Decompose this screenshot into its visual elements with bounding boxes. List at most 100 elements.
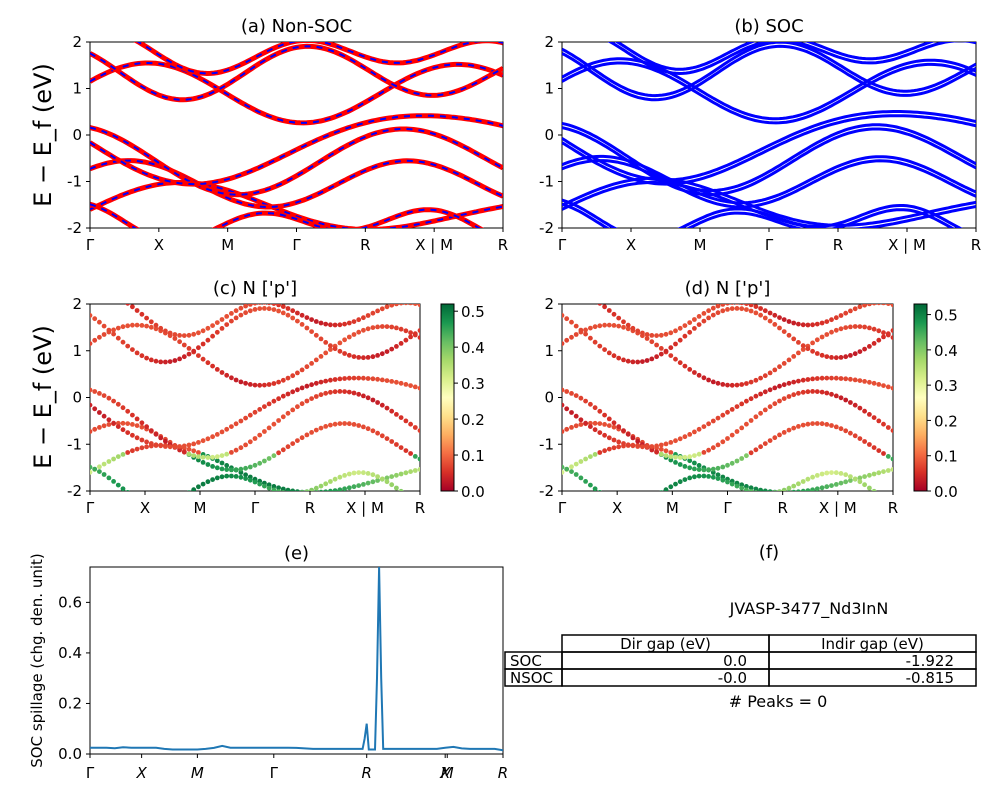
projection-point bbox=[791, 392, 797, 398]
projection-point bbox=[720, 308, 726, 314]
projection-point bbox=[262, 382, 267, 388]
y-tick-label: 0 bbox=[544, 389, 554, 407]
colorbar-tick-label: 0.0 bbox=[461, 483, 485, 501]
projection-point bbox=[668, 450, 674, 455]
projection-point bbox=[125, 304, 130, 306]
projection-point bbox=[328, 488, 333, 491]
projection-point bbox=[365, 480, 371, 486]
projection-point bbox=[796, 321, 801, 327]
projection-point bbox=[658, 451, 664, 457]
projection-point bbox=[172, 332, 178, 337]
projection-point bbox=[833, 393, 839, 399]
projection-point bbox=[791, 483, 797, 489]
projection-point bbox=[824, 422, 830, 427]
band-line-dashed bbox=[90, 203, 481, 228]
x-tick-label: X bbox=[154, 236, 164, 254]
projection-point bbox=[210, 464, 216, 469]
projection-point bbox=[243, 476, 249, 481]
projection-point bbox=[777, 315, 782, 320]
projection-point bbox=[210, 333, 216, 339]
projection-point bbox=[238, 305, 244, 311]
projection-point bbox=[739, 425, 745, 431]
colorbar-tick-label: 0.5 bbox=[461, 303, 485, 321]
band-line bbox=[562, 202, 955, 228]
projection-point bbox=[720, 304, 726, 307]
projection-point bbox=[673, 481, 678, 487]
projection-point bbox=[214, 458, 220, 464]
projection-point bbox=[857, 475, 863, 481]
projection-point bbox=[573, 323, 579, 329]
projection-point bbox=[398, 341, 404, 346]
projection-point bbox=[148, 324, 154, 330]
projection-point bbox=[115, 424, 121, 429]
projection-point bbox=[379, 433, 385, 439]
projection-point bbox=[299, 385, 305, 391]
projection-point bbox=[365, 355, 371, 360]
projection-point bbox=[658, 346, 664, 351]
projection-point bbox=[97, 469, 102, 474]
projection-point bbox=[810, 322, 815, 328]
projection-point bbox=[701, 311, 707, 316]
projection-point bbox=[252, 409, 258, 415]
projection-point bbox=[370, 354, 376, 360]
projection-point bbox=[342, 389, 347, 394]
table-header: Indir gap (eV) bbox=[821, 635, 924, 653]
projection-point bbox=[767, 404, 773, 410]
projection-point bbox=[687, 465, 693, 471]
projection-point bbox=[356, 329, 362, 335]
projection-point bbox=[848, 400, 853, 405]
projection-point bbox=[403, 328, 409, 334]
projection-point bbox=[611, 323, 617, 328]
projection-point bbox=[578, 459, 584, 464]
projection-point bbox=[280, 447, 286, 453]
projection-point bbox=[210, 363, 216, 369]
projection-point bbox=[791, 320, 797, 326]
projection-point bbox=[677, 462, 683, 467]
projection-point bbox=[271, 421, 277, 427]
energy-axis-label-middle: E − E_f (eV) bbox=[29, 325, 57, 469]
y-tick-label: -2 bbox=[539, 219, 554, 237]
projection-point bbox=[229, 375, 234, 381]
y-tick-label: -2 bbox=[67, 219, 82, 237]
projection-point bbox=[640, 500, 645, 505]
projection-point bbox=[417, 428, 420, 433]
projection-point bbox=[602, 304, 607, 310]
projection-point bbox=[323, 489, 328, 491]
projection-point bbox=[786, 485, 792, 491]
projection-point bbox=[408, 383, 413, 388]
projection-point bbox=[848, 430, 853, 436]
projection-point bbox=[285, 312, 291, 318]
projection-point bbox=[562, 469, 565, 475]
projection-point bbox=[323, 424, 329, 429]
projection-point bbox=[725, 462, 730, 468]
projection-point bbox=[710, 474, 716, 480]
projection-point bbox=[115, 454, 121, 459]
projection-point bbox=[313, 319, 319, 324]
projection-point bbox=[739, 485, 745, 491]
projection-point bbox=[313, 357, 319, 363]
projection-point bbox=[573, 332, 579, 337]
projection-point bbox=[857, 436, 863, 441]
projection-point bbox=[734, 458, 740, 464]
projection-point bbox=[800, 422, 806, 428]
projection-point bbox=[144, 323, 150, 329]
projection-point bbox=[280, 304, 286, 309]
projection-point bbox=[351, 470, 357, 476]
projection-point bbox=[97, 290, 102, 295]
projection-point bbox=[701, 450, 707, 455]
projection-point bbox=[200, 460, 206, 465]
projection-point bbox=[111, 331, 116, 337]
projection-point bbox=[715, 472, 721, 478]
projection-point bbox=[791, 489, 796, 491]
projection-point bbox=[885, 384, 891, 390]
projection-point bbox=[375, 478, 380, 483]
projection-point bbox=[346, 320, 352, 326]
projection-point bbox=[592, 339, 598, 345]
projection-point bbox=[725, 409, 730, 415]
projection-point bbox=[706, 308, 711, 314]
projection-point bbox=[403, 448, 409, 453]
projection-point bbox=[720, 477, 726, 483]
projection-point bbox=[673, 328, 678, 334]
projection-point bbox=[318, 425, 324, 431]
y-tick-label: -2 bbox=[539, 482, 554, 500]
